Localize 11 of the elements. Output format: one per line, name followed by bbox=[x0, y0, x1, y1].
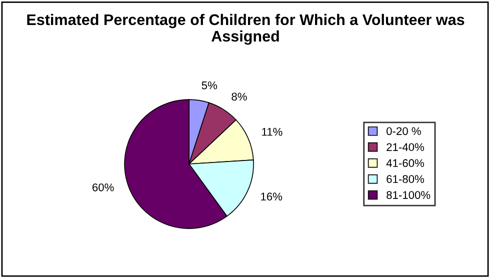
data-label: 5% bbox=[202, 81, 218, 90]
legend-label: 21-40% bbox=[386, 143, 424, 152]
legend-label: 0-20 % bbox=[386, 127, 421, 136]
data-label: 16% bbox=[261, 192, 282, 201]
legend-label: 81-100% bbox=[386, 191, 430, 199]
legend-label: 41-60% bbox=[386, 159, 424, 168]
data-label: 11% bbox=[262, 128, 282, 136]
data-label: 8% bbox=[232, 92, 247, 101]
chart-title: Estimated Percentage of Children for Which a Volunteer was Assigned bbox=[27, 14, 464, 45]
data-label: 60% bbox=[92, 183, 114, 192]
legend-label: 61-80% bbox=[386, 175, 424, 184]
